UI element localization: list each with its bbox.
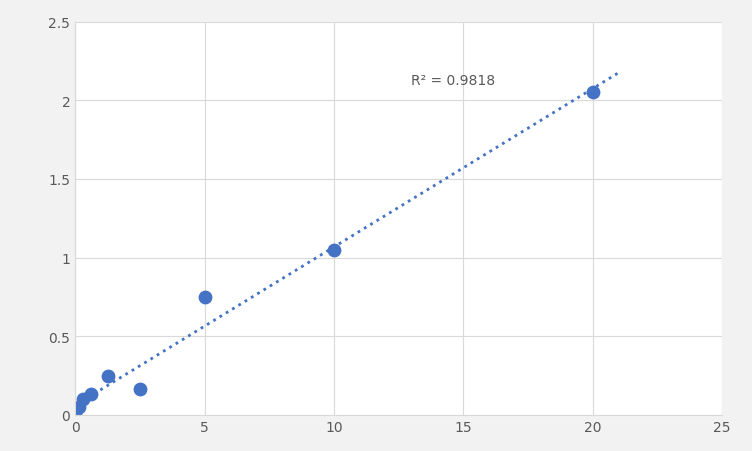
Point bbox=[102, 372, 114, 379]
Point bbox=[587, 90, 599, 97]
Point bbox=[199, 294, 211, 301]
Point bbox=[134, 386, 146, 393]
Point bbox=[73, 404, 85, 411]
Text: R² = 0.9818: R² = 0.9818 bbox=[411, 74, 496, 87]
Point bbox=[77, 396, 89, 403]
Point bbox=[85, 391, 98, 398]
Point bbox=[69, 410, 81, 417]
Point bbox=[328, 247, 340, 254]
